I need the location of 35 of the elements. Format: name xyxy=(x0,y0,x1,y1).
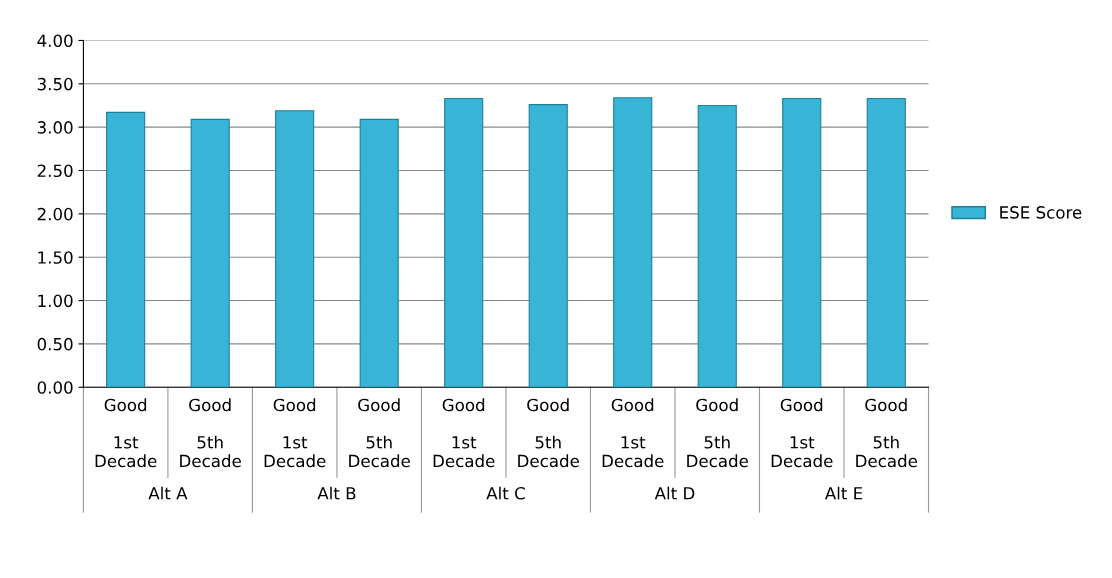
text: Alt C xyxy=(486,486,525,500)
bar xyxy=(866,97,906,388)
category-label: Good 1st Decade xyxy=(602,398,664,468)
category-label: Good 1st Decade xyxy=(771,398,833,468)
category-label: Good 5th Decade xyxy=(349,398,410,468)
category-label: Good 5th Decade xyxy=(518,398,579,468)
category-label: Good 5th Decade xyxy=(180,398,241,468)
bar xyxy=(528,104,568,388)
bar xyxy=(444,97,484,388)
category-label: Good 1st Decade xyxy=(95,398,157,468)
bar xyxy=(697,104,737,388)
y-tick-label: 3.50 xyxy=(37,77,73,91)
bar xyxy=(275,110,315,388)
bar xyxy=(359,118,399,388)
text: Alt D xyxy=(654,486,695,500)
y-tick-label: 2.50 xyxy=(37,164,73,178)
legend-label: ESE Score xyxy=(1000,206,1082,219)
y-tick-label: 1.50 xyxy=(38,251,73,264)
y-tick-label: 3.00 xyxy=(37,121,73,134)
y-tick-label: 0.50 xyxy=(37,337,73,351)
bar xyxy=(782,97,822,388)
bar xyxy=(190,118,230,388)
y-tick-label: 4.00 xyxy=(37,34,73,48)
category-label: Good 1st Decade xyxy=(433,398,495,468)
category-label: Good 5th Decade xyxy=(687,398,748,468)
category-label: Good 1st Decade xyxy=(264,398,326,468)
category-label: Good 5th Decade xyxy=(856,398,918,468)
text: Alt E xyxy=(824,486,863,500)
y-tick-label: 1.00 xyxy=(38,294,73,308)
bar xyxy=(106,111,146,388)
bar xyxy=(613,97,653,388)
y-tick-label: 0.00 xyxy=(37,381,73,394)
text: Alt A xyxy=(148,486,188,500)
text: Alt B xyxy=(317,486,356,500)
y-tick-label: 2.00 xyxy=(37,207,73,221)
